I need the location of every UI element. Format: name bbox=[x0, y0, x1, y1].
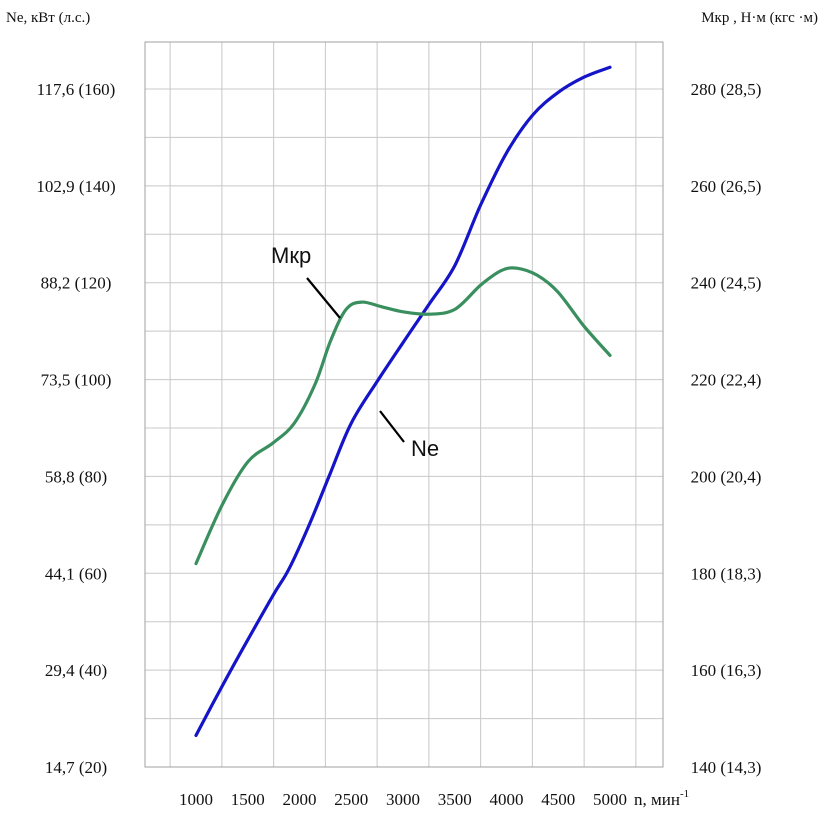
right-tick-label: 140 (14,3) bbox=[691, 758, 762, 777]
x-tick-label: 1000 bbox=[179, 790, 213, 809]
right-tick-label: 180 (18,3) bbox=[691, 564, 762, 583]
series-line-ne bbox=[194, 65, 612, 737]
x-axis-title: n, мин-1 bbox=[634, 788, 689, 809]
annotations: Мкр Ne bbox=[271, 243, 439, 461]
series-line-mkr bbox=[194, 266, 612, 566]
right-tick-label: 260 (26,5) bbox=[691, 177, 762, 196]
x-tick-label: 4000 bbox=[490, 790, 524, 809]
right-axis-title: Мкр , Н·м (кгс ·м) bbox=[701, 10, 818, 26]
x-tick-label: 5000 bbox=[593, 790, 627, 809]
left-tick-label: 44,1 (60) bbox=[45, 564, 107, 583]
right-tick-label: 240 (24,5) bbox=[691, 274, 762, 293]
annotation-label-mkr: Мкр bbox=[271, 243, 311, 268]
right-tick-label: 220 (22,4) bbox=[691, 371, 762, 390]
grid-lines bbox=[145, 42, 663, 768]
right-tick-label: 280 (28,5) bbox=[691, 80, 762, 99]
plot-area-frame bbox=[144, 41, 664, 768]
left-tick-label: 14,7 (20) bbox=[45, 758, 107, 777]
left-axis-ticks: 14,7 (20) 29,4 (40) 44,1 (60) 58,8 (80) 73,5… bbox=[36, 80, 115, 777]
left-tick-label: 102,9 (140) bbox=[36, 177, 115, 196]
annotation-leader-ne bbox=[379, 410, 405, 443]
x-tick-label: 2000 bbox=[283, 790, 317, 809]
x-tick-label: 4500 bbox=[541, 790, 575, 809]
left-axis-title: Ne, кВт (л.с.) bbox=[6, 10, 90, 26]
left-tick-label: 117,6 (160) bbox=[37, 80, 116, 99]
left-tick-label: 73,5 (100) bbox=[41, 371, 112, 390]
annotation-leader-mkr bbox=[306, 277, 341, 319]
right-axis-ticks: 140 (14,3) 160 (16,3) 180 (18,3) 200 (20,4)… bbox=[691, 80, 762, 777]
x-tick-label: 3500 bbox=[438, 790, 472, 809]
x-axis-ticks: 1000 1500 2000 2500 3000 3500 4000 4500 5000 bbox=[179, 790, 627, 809]
x-tick-label: 2500 bbox=[334, 790, 368, 809]
x-tick-label: 3000 bbox=[386, 790, 420, 809]
left-tick-label: 58,8 (80) bbox=[45, 467, 107, 486]
left-tick-label: 29,4 (40) bbox=[45, 661, 107, 680]
x-axis-title-text: n, мин bbox=[634, 790, 680, 809]
x-axis-title-superscript: -1 bbox=[680, 788, 689, 800]
series-layer bbox=[194, 65, 612, 737]
x-tick-label: 1500 bbox=[231, 790, 265, 809]
right-tick-label: 200 (20,4) bbox=[691, 467, 762, 486]
left-tick-label: 88,2 (120) bbox=[41, 274, 112, 293]
annotation-label-ne: Ne bbox=[411, 436, 439, 461]
right-tick-label: 160 (16,3) bbox=[691, 661, 762, 680]
